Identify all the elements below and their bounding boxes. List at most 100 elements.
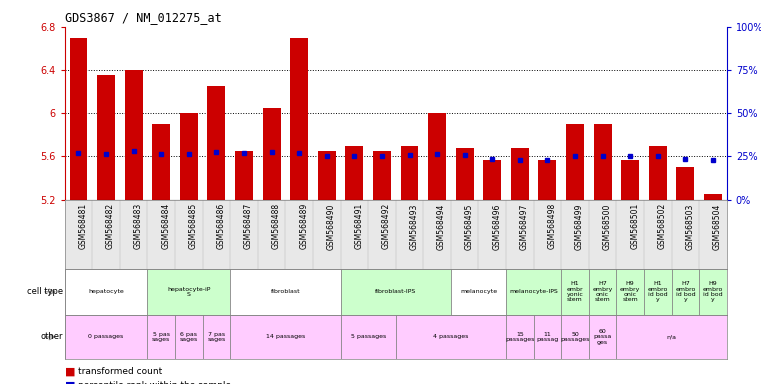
Bar <box>704 194 722 200</box>
Bar <box>428 113 446 200</box>
Text: GSM568497: GSM568497 <box>520 203 529 250</box>
Text: percentile rank within the sample: percentile rank within the sample <box>78 381 231 384</box>
Bar <box>451 269 506 315</box>
Text: transformed count: transformed count <box>78 367 163 376</box>
Text: GSM568491: GSM568491 <box>355 203 363 249</box>
Bar <box>97 76 115 200</box>
Bar <box>699 269 727 315</box>
Bar <box>400 146 419 200</box>
Text: ■: ■ <box>65 380 75 384</box>
Bar <box>202 315 230 359</box>
Bar <box>677 167 694 200</box>
Text: GSM568487: GSM568487 <box>244 203 253 249</box>
Text: GSM568483: GSM568483 <box>134 203 142 249</box>
Text: GSM568496: GSM568496 <box>492 203 501 250</box>
Text: H1
embro
id bod
y: H1 embro id bod y <box>648 281 668 303</box>
Bar <box>235 151 253 200</box>
Bar <box>561 269 589 315</box>
Text: 11
passag: 11 passag <box>537 332 559 342</box>
Text: GSM568485: GSM568485 <box>189 203 198 249</box>
Bar <box>456 148 473 200</box>
Bar <box>65 315 148 359</box>
Text: 50
passages: 50 passages <box>560 332 590 342</box>
Text: n/a: n/a <box>667 334 677 339</box>
Text: melanocyte-IPS: melanocyte-IPS <box>509 289 558 295</box>
Text: GSM568481: GSM568481 <box>78 203 88 249</box>
Text: 15
passages: 15 passages <box>505 332 534 342</box>
Text: ■: ■ <box>65 367 75 377</box>
Text: H7
embry
onic
stem: H7 embry onic stem <box>592 281 613 303</box>
Bar <box>671 269 699 315</box>
Text: 0 passages: 0 passages <box>88 334 124 339</box>
Text: GSM568486: GSM568486 <box>216 203 225 249</box>
Text: GSM568482: GSM568482 <box>106 203 115 249</box>
Bar <box>649 146 667 200</box>
Bar <box>175 315 202 359</box>
Bar <box>561 315 589 359</box>
Text: melanocyte: melanocyte <box>460 289 497 295</box>
Text: H7
embro
id bod
y: H7 embro id bod y <box>675 281 696 303</box>
Bar <box>566 124 584 200</box>
Text: other: other <box>40 333 63 341</box>
Text: GSM568499: GSM568499 <box>575 203 584 250</box>
Bar <box>180 113 198 200</box>
Text: GSM568488: GSM568488 <box>272 203 281 249</box>
Text: fibroblast-IPS: fibroblast-IPS <box>375 289 416 295</box>
Text: GSM568502: GSM568502 <box>658 203 667 249</box>
Text: GSM568490: GSM568490 <box>326 203 336 250</box>
Text: cell type: cell type <box>27 287 63 296</box>
Text: 60
passa
ges: 60 passa ges <box>594 329 612 345</box>
Text: GSM568489: GSM568489 <box>299 203 308 249</box>
Bar <box>589 269 616 315</box>
Bar <box>148 269 230 315</box>
Bar <box>263 108 281 200</box>
Bar <box>341 269 451 315</box>
Text: fibroblast: fibroblast <box>271 289 300 295</box>
Text: 6 pas
sages: 6 pas sages <box>180 332 198 342</box>
Bar <box>616 315 727 359</box>
Text: 5 passages: 5 passages <box>351 334 386 339</box>
Bar <box>644 269 671 315</box>
Bar <box>148 315 175 359</box>
Text: GSM568500: GSM568500 <box>603 203 612 250</box>
Bar <box>152 124 170 200</box>
Text: GSM568495: GSM568495 <box>465 203 473 250</box>
Text: GSM568493: GSM568493 <box>409 203 419 250</box>
Text: 14 passages: 14 passages <box>266 334 305 339</box>
Bar <box>65 269 148 315</box>
Bar <box>396 315 506 359</box>
Text: hepatocyte: hepatocyte <box>88 289 124 295</box>
Bar <box>318 151 336 200</box>
Bar <box>290 38 308 200</box>
Text: GSM568494: GSM568494 <box>437 203 446 250</box>
Bar <box>69 38 88 200</box>
Bar <box>594 124 612 200</box>
Bar <box>208 86 225 200</box>
Bar <box>230 315 340 359</box>
Text: H9
embry
onic
stem: H9 embry onic stem <box>620 281 641 303</box>
Bar <box>506 315 533 359</box>
Text: hepatocyte-iP
S: hepatocyte-iP S <box>167 286 211 297</box>
Bar <box>539 160 556 200</box>
Bar <box>616 269 644 315</box>
Text: H9
embro
id bod
y: H9 embro id bod y <box>702 281 723 303</box>
Bar <box>533 315 561 359</box>
Bar <box>511 148 529 200</box>
Bar <box>621 160 639 200</box>
Bar <box>125 70 142 200</box>
Text: GSM568498: GSM568498 <box>547 203 556 249</box>
Text: 4 passages: 4 passages <box>433 334 469 339</box>
Text: GDS3867 / NM_012275_at: GDS3867 / NM_012275_at <box>65 11 221 24</box>
Text: GSM568492: GSM568492 <box>382 203 391 249</box>
Bar <box>373 151 391 200</box>
Bar <box>345 146 363 200</box>
Bar <box>341 315 396 359</box>
Text: GSM568484: GSM568484 <box>161 203 170 249</box>
Text: GSM568504: GSM568504 <box>713 203 722 250</box>
Text: GSM568501: GSM568501 <box>630 203 639 249</box>
Bar <box>483 160 501 200</box>
Text: 7 pas
sages: 7 pas sages <box>207 332 225 342</box>
Bar <box>589 315 616 359</box>
Text: GSM568503: GSM568503 <box>686 203 694 250</box>
Text: 5 pas
sages: 5 pas sages <box>152 332 170 342</box>
